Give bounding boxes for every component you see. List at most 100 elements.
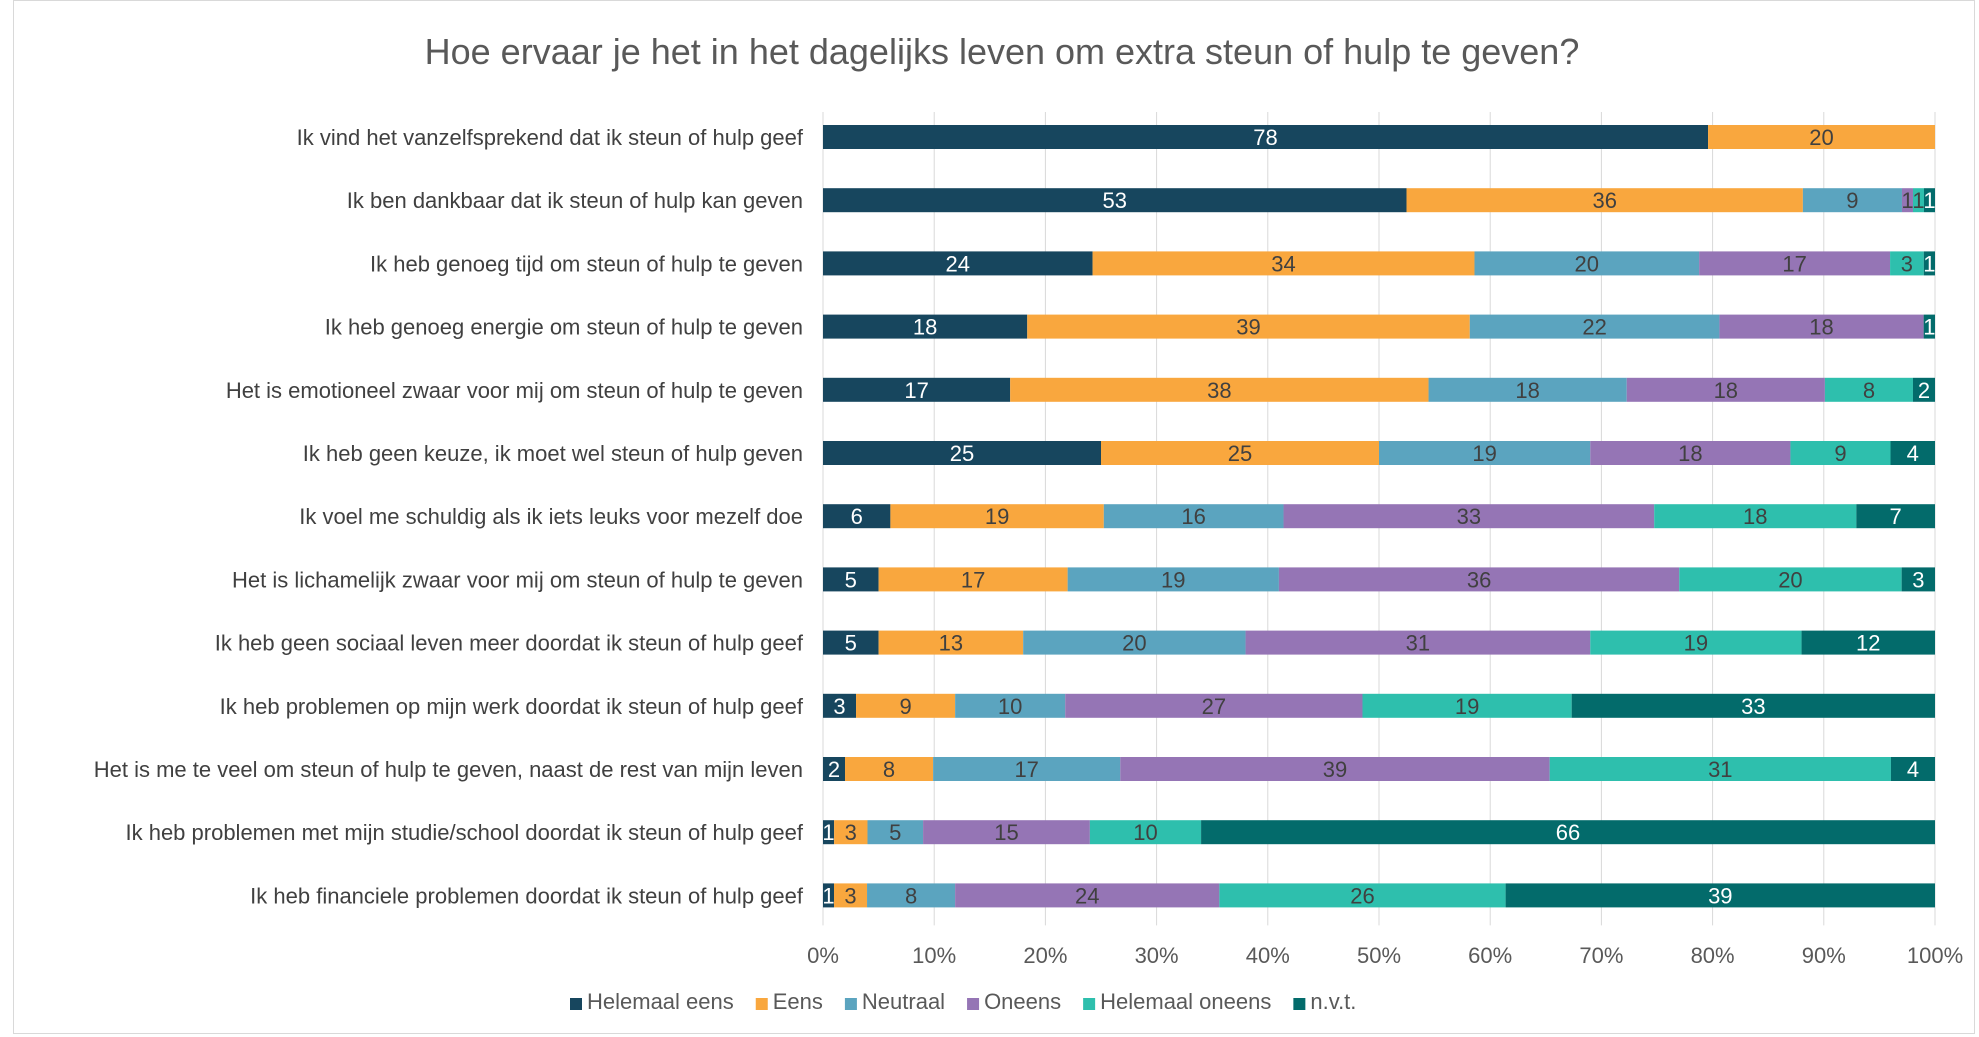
bar-segment: [1901, 188, 1913, 213]
data-label: 9: [1846, 188, 1858, 213]
data-label: 36: [1592, 188, 1616, 213]
bar-segment: [1699, 251, 1891, 276]
bar-segment: [823, 125, 1709, 149]
data-label: 3: [845, 820, 857, 845]
bar-segment: [823, 820, 835, 845]
legend-swatch: [1293, 998, 1306, 1010]
data-label: 19: [1472, 441, 1496, 466]
category-label: Ik heb problemen met mijn studie/school …: [125, 820, 803, 845]
bar-segment: [823, 314, 1028, 339]
legend-swatch: [967, 998, 980, 1010]
data-label: 4: [1907, 441, 1919, 466]
bar-segment: [1923, 251, 1935, 276]
legend: Helemaal eens Eens Neutraal Oneens Helemaal …: [570, 989, 1356, 1014]
data-label: 8: [1863, 378, 1875, 403]
category-label: Het is emotioneel zwaar voor mij om steu…: [226, 378, 803, 403]
x-tick-label: 80%: [1691, 943, 1735, 968]
bar-segment: [856, 693, 956, 718]
data-label: 17: [904, 378, 928, 403]
data-label: 18: [1515, 378, 1539, 403]
bar-segment: [867, 883, 956, 908]
data-label: 9: [899, 694, 911, 719]
data-label: 5: [845, 631, 857, 656]
data-label: 10: [1133, 820, 1157, 845]
data-label: 1: [1912, 188, 1924, 213]
bar-segment: [1023, 630, 1246, 655]
category-label: Ik ben dankbaar dat ik steun of hulp kan…: [347, 188, 803, 213]
x-tick-label: 0%: [807, 943, 839, 968]
bar-segment: [867, 820, 924, 845]
bar-segment: [845, 757, 934, 781]
chart-title: Hoe ervaar je het in het dagelijks leven…: [425, 31, 1580, 72]
x-tick-label: 10%: [912, 943, 956, 968]
data-label: 66: [1556, 820, 1580, 845]
data-label: 16: [1181, 504, 1205, 529]
bar-segment: [923, 820, 1090, 845]
bar-segment: [1923, 188, 1935, 213]
data-label: 53: [1103, 188, 1127, 213]
legend-swatch: [570, 998, 582, 1010]
data-label: 17: [961, 567, 985, 592]
bar-segment: [1708, 125, 1935, 149]
category-label: Ik heb geen sociaal leven meer doordat i…: [215, 631, 804, 656]
bar-segment: [1065, 693, 1363, 718]
data-label: 38: [1207, 378, 1231, 403]
bar-segment: [823, 693, 857, 718]
data-label: 31: [1406, 631, 1430, 656]
category-labels: Ik vind het vanzelfsprekend dat ik steun…: [94, 125, 804, 908]
bar-segment: [933, 757, 1121, 781]
legend-swatch: [1083, 998, 1096, 1010]
data-label: 17: [1782, 251, 1806, 276]
bar-segment: [1590, 441, 1791, 465]
bar-segment: [1103, 504, 1284, 529]
data-label: 1: [1923, 188, 1935, 213]
bar-segment: [1067, 567, 1279, 592]
bar-segment: [1679, 567, 1902, 592]
bar-segment: [1626, 377, 1825, 402]
bar-segment: [1824, 377, 1913, 402]
category-label: Ik heb geen keuze, ik moet wel steun of …: [303, 441, 803, 466]
bar-segment: [1571, 693, 1935, 718]
bar-segment: [1890, 441, 1935, 465]
bar-segment: [1362, 693, 1572, 718]
data-label: 9: [1834, 441, 1846, 466]
data-label: 25: [1228, 441, 1252, 466]
bar-segment: [1890, 251, 1924, 276]
bar-segment: [823, 630, 879, 655]
bar-segment: [1890, 757, 1935, 781]
bar-segment: [823, 251, 1093, 276]
bar-segment: [1245, 630, 1591, 655]
bar-segment: [823, 441, 1101, 465]
data-label: 18: [1743, 504, 1767, 529]
bar-segment: [878, 630, 1024, 655]
data-label: 36: [1467, 567, 1491, 592]
data-label: 20: [1122, 631, 1146, 656]
data-label: 24: [946, 251, 970, 276]
data-label: 20: [1809, 125, 1833, 150]
bar-segment: [823, 883, 835, 908]
bar-segment: [1912, 377, 1935, 402]
data-label: 33: [1457, 504, 1481, 529]
data-label: 1: [1923, 315, 1935, 340]
data-label: 2: [1918, 378, 1930, 403]
category-label: Ik heb problemen op mijn werk doordat ik…: [220, 694, 804, 719]
bar-segment: [823, 504, 891, 529]
bar-segment: [823, 188, 1407, 213]
bar-segment: [1912, 188, 1924, 213]
category-label: Het is lichamelijk zwaar voor mij om ste…: [232, 567, 803, 592]
category-label: Het is me te veel om steun of hulp te ge…: [94, 757, 803, 782]
bar-segment: [1654, 504, 1857, 529]
data-label: 13: [939, 631, 963, 656]
data-label: 18: [1714, 378, 1738, 403]
data-label: 19: [1684, 631, 1708, 656]
data-label: 18: [1809, 315, 1833, 340]
bar-segment: [1027, 314, 1470, 339]
bar-segment: [1379, 441, 1591, 465]
data-label: 6: [851, 504, 863, 529]
data-label: 39: [1323, 757, 1347, 782]
bar-segment: [1089, 820, 1202, 845]
x-tick-label: 30%: [1135, 943, 1179, 968]
x-tick-label: 100%: [1907, 943, 1963, 968]
bar-segment: [1219, 883, 1506, 908]
data-label: 3: [833, 694, 845, 719]
